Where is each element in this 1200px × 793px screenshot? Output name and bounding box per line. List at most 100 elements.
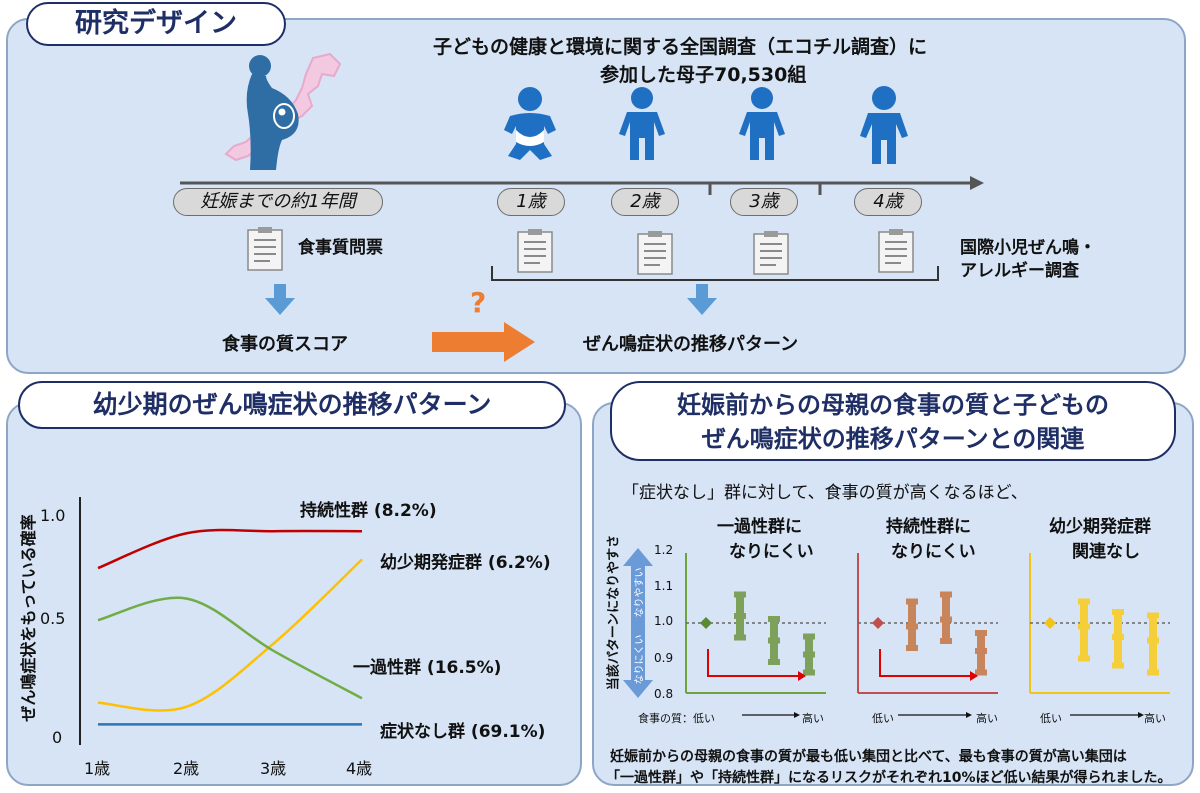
xaxis-high: 高い — [976, 712, 998, 725]
child-3yr-icon — [739, 87, 785, 160]
assoc-ytick: 1.1 — [654, 579, 674, 593]
age-pill-3: 3歳 — [730, 188, 798, 216]
series-label-late-onset: 幼少期発症群 (6.2%) — [380, 553, 551, 573]
ci-cap-bottom — [1078, 655, 1090, 662]
clipboard-icon — [753, 231, 789, 275]
estimate-mark — [1078, 623, 1090, 630]
reference-marker — [1044, 617, 1056, 629]
reference-marker — [872, 617, 884, 629]
ci-cap-top — [1147, 612, 1159, 619]
series-label-none: 症状なし群 (69.1%) — [380, 722, 546, 742]
estimate-mark — [803, 651, 815, 658]
questionnaire-label: 食事質問票 — [298, 238, 383, 258]
survey-line1: 国際小児ぜん鳴・ — [960, 238, 1096, 258]
timeline-arrow — [180, 176, 984, 195]
association-panel — [592, 402, 1194, 786]
ci-cap-top — [734, 591, 746, 598]
clipboard-icon — [878, 229, 914, 273]
trend-arrow-head — [970, 671, 978, 681]
panel2-title-line1: 持続性群に — [886, 517, 971, 537]
ci-cap-bottom — [734, 634, 746, 641]
ytick-label: 1.0 — [40, 506, 66, 525]
association-title-line1: 妊娠前からの母親の食事の質と子どもの — [677, 391, 1109, 419]
pattern-label: ぜん鳴症状の推移パターン — [583, 334, 799, 355]
ytick-label: 0.5 — [40, 609, 66, 628]
xaxis-low: 低い — [872, 712, 894, 725]
xaxis-direction-arrow-head — [794, 712, 800, 718]
panel2-title-line2: なりにくい — [891, 542, 976, 562]
clipboard-icon — [637, 231, 673, 275]
ci-cap-bottom — [768, 659, 780, 665]
pregnant-woman-icon — [246, 55, 299, 170]
ci-cap-bottom — [975, 669, 987, 676]
ci-cap-top — [1112, 609, 1124, 615]
right-arrow-icon — [432, 322, 535, 362]
ci-cap-top — [803, 633, 815, 640]
clipboard-icon — [517, 229, 553, 273]
child-4yr-icon — [860, 86, 908, 164]
estimate-mark — [1147, 637, 1159, 644]
association-title-line2: ぜん鳴症状の推移パターンとの関連 — [701, 425, 1085, 453]
estimate-mark — [940, 616, 952, 623]
reference-marker — [700, 617, 712, 629]
panel1-title-line1: 一過性群に — [717, 517, 802, 537]
series-line-2 — [97, 596, 363, 700]
conclusion-line1: 妊娠前からの母親の食事の質が最も低い集団と比べて、最も食事の質が高い集団は — [610, 749, 1127, 765]
trajectory-title: 幼少期のぜん鳴症状の推移パターン — [18, 381, 566, 429]
trend-arrow — [879, 649, 970, 677]
study-line2: 参加した母子70,530組 — [600, 64, 807, 86]
survey-bracket — [491, 266, 939, 281]
xtick-label: 3歳 — [260, 759, 287, 778]
panel1-title-line2: なりにくい — [729, 542, 814, 562]
child-2yr-icon — [619, 87, 665, 160]
series-line-0 — [97, 528, 363, 570]
estimate-mark — [975, 648, 987, 654]
clipboard-icon — [247, 227, 283, 271]
design-title: 研究デザイン — [26, 2, 286, 46]
assoc-ytick: 0.9 — [654, 651, 674, 665]
xaxis-direction-arrow-head — [966, 712, 972, 718]
series-label-persistent: 持続性群 (8.2%) — [300, 501, 437, 521]
xaxis-direction-arrow-head — [1138, 712, 1144, 718]
series-line-1 — [97, 558, 363, 712]
ci-cap-bottom — [803, 669, 815, 676]
period-pill: 妊娠までの約1年間 — [173, 188, 383, 216]
xtick-label: 4歳 — [346, 759, 373, 778]
question-mark: ? — [470, 286, 487, 319]
estimate-mark — [734, 613, 746, 619]
down-arrow-icon — [265, 284, 295, 315]
ci-cap-top — [940, 591, 952, 598]
trend-arrow-head — [798, 671, 806, 681]
ci-cap-bottom — [940, 638, 952, 644]
ci-cap-top — [768, 616, 780, 622]
xaxis-prefix: 食事の質：低い — [638, 712, 715, 725]
trajectory-panel — [6, 402, 582, 786]
xaxis-high: 高い — [1144, 712, 1166, 725]
ci-bar — [1080, 598, 1088, 662]
age-pill-4: 4歳 — [854, 188, 922, 216]
ci-cap-top — [906, 598, 918, 605]
ci-bar — [1149, 612, 1157, 676]
diet-score-label: 食事の質スコア — [222, 334, 348, 355]
ci-cap-top — [1078, 598, 1090, 605]
ci-cap-bottom — [1147, 669, 1159, 676]
age-pill-2: 2歳 — [611, 188, 679, 216]
association-title: 妊娠前からの母親の食事の質と子どもの ぜん鳴症状の推移パターンとの関連 — [610, 381, 1176, 461]
ci-cap-top — [975, 630, 987, 636]
assoc-ytick: 1.0 — [654, 614, 674, 628]
estimate-mark — [1112, 634, 1124, 640]
estimate-mark — [906, 623, 918, 630]
conclusion-line2: 「一過性群」や「持続性群」になるリスクがそれぞれ10%ほど低い結果が得られました… — [606, 770, 1172, 786]
study-line1: 子どもの健康と環境に関する全国調査（エコチル調査）に — [433, 36, 928, 58]
estimate-mark — [768, 637, 780, 644]
down-arrow-icon — [687, 284, 717, 315]
trend-arrow — [707, 649, 798, 677]
xaxis-high: 高い — [802, 712, 824, 725]
ci-cap-bottom — [906, 645, 918, 651]
trajectory-chart — [79, 497, 363, 745]
assoc-ytick: 0.8 — [654, 687, 674, 701]
series-label-transient: 一過性群 (16.5%) — [353, 658, 502, 678]
xtick-label: 1歳 — [84, 759, 111, 778]
likelihood-arrow-icon — [623, 548, 653, 698]
